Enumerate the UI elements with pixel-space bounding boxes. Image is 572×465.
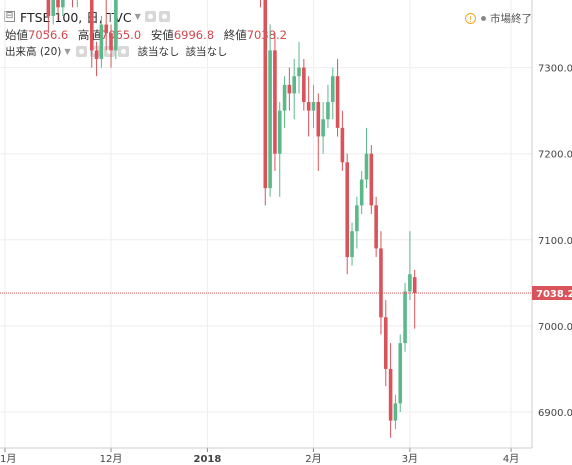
candle-body[interactable] bbox=[330, 76, 335, 103]
last-price-label: 7038.2 bbox=[536, 289, 572, 300]
y-tick-label: 7200.0 bbox=[538, 150, 572, 161]
candle-body[interactable] bbox=[383, 317, 388, 369]
candle-body[interactable] bbox=[268, 50, 272, 189]
symbol-title[interactable]: FTSE 100, 日, TVC bbox=[20, 9, 132, 25]
market-status-text: 市場終了 bbox=[490, 13, 532, 25]
volume-na-2: 該当なし bbox=[185, 46, 228, 58]
open-value: 7056.6 bbox=[28, 28, 69, 42]
candle-body[interactable] bbox=[306, 102, 311, 111]
ohlc-legend: 始値7056.6 高値7065.0 安値6996.8 終値7038.2 bbox=[5, 27, 293, 43]
high-value: 7065.0 bbox=[100, 28, 142, 42]
volume-na-1: 該当なし bbox=[137, 46, 180, 58]
open-label: 始値 bbox=[5, 28, 28, 42]
candle-body[interactable] bbox=[355, 205, 359, 232]
close-label: 終値 bbox=[223, 28, 247, 42]
x-tick-label: 2018 bbox=[194, 454, 222, 465]
candle-body[interactable] bbox=[379, 248, 383, 318]
settings-icon[interactable] bbox=[75, 46, 87, 57]
alert-icon[interactable]: ! bbox=[465, 13, 476, 24]
settings-icon[interactable] bbox=[144, 10, 156, 22]
candle-body[interactable] bbox=[287, 84, 292, 94]
hide-icon[interactable] bbox=[89, 46, 101, 57]
candle-body[interactable] bbox=[292, 76, 296, 94]
add-icon[interactable] bbox=[103, 46, 115, 57]
candle-body[interactable] bbox=[350, 231, 354, 258]
volume-legend: 出来高 (20) ▼ 該当なし 該当なし bbox=[5, 44, 228, 59]
close-value: 7038.2 bbox=[246, 28, 287, 42]
y-tick-label: 7000.0 bbox=[538, 322, 572, 333]
x-tick-label: 11月 bbox=[0, 453, 16, 465]
market-status: ! 市場終了 bbox=[465, 11, 532, 26]
candle-body[interactable] bbox=[277, 110, 282, 154]
candle-body[interactable] bbox=[326, 102, 330, 120]
x-tick-label: 3月 bbox=[402, 453, 418, 465]
candle-body[interactable] bbox=[403, 291, 407, 344]
candle-body[interactable] bbox=[388, 368, 393, 421]
chevron-down-icon[interactable]: ▼ bbox=[134, 11, 141, 21]
candle-body[interactable] bbox=[311, 102, 316, 111]
candle-body[interactable] bbox=[340, 127, 345, 163]
status-dot-icon bbox=[481, 16, 486, 21]
x-tick-label: 12月 bbox=[100, 453, 123, 465]
y-tick-label: 6900.0 bbox=[538, 408, 572, 419]
candle-body[interactable] bbox=[335, 76, 340, 128]
high-label: 高値 bbox=[77, 28, 101, 42]
close-icon[interactable] bbox=[117, 46, 129, 57]
last-price-badge bbox=[532, 286, 572, 301]
candle-body[interactable] bbox=[359, 179, 364, 206]
y-tick-label: 7300.0 bbox=[538, 64, 572, 75]
candle-body[interactable] bbox=[393, 403, 398, 421]
chart-header: ⊟ FTSE 100, 日, TVC ▼ bbox=[4, 7, 173, 25]
candle-body[interactable] bbox=[302, 67, 306, 103]
candle-body[interactable] bbox=[398, 343, 403, 404]
collapse-icon[interactable]: ⊟ bbox=[4, 10, 15, 22]
candle-body[interactable] bbox=[273, 50, 277, 154]
x-tick-label: 4月 bbox=[503, 453, 519, 465]
candle-body[interactable] bbox=[369, 153, 374, 206]
chevron-down-icon[interactable]: ▼ bbox=[64, 47, 71, 56]
low-value: 6996.8 bbox=[173, 28, 215, 42]
volume-label[interactable]: 出来高 (20) bbox=[5, 46, 62, 58]
candle-body[interactable] bbox=[374, 205, 378, 249]
low-label: 安値 bbox=[150, 28, 174, 42]
y-tick-label: 7100.0 bbox=[538, 236, 572, 247]
candle-body[interactable] bbox=[282, 84, 287, 111]
candle-body[interactable] bbox=[316, 102, 321, 137]
candle-body[interactable] bbox=[345, 162, 350, 258]
candle-body[interactable] bbox=[408, 274, 412, 292]
x-tick-label: 2月 bbox=[305, 453, 321, 465]
candle-body[interactable] bbox=[321, 119, 325, 137]
candle-body[interactable] bbox=[412, 277, 417, 294]
hide-icon[interactable] bbox=[158, 10, 170, 22]
candle-body[interactable] bbox=[364, 153, 369, 180]
candle-body[interactable] bbox=[297, 67, 301, 77]
